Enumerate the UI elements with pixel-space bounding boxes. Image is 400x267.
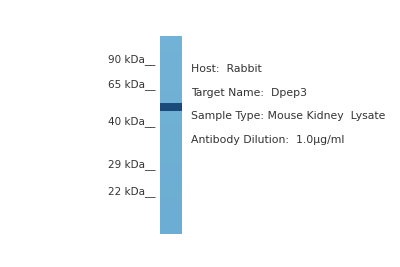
Text: Sample Type: Mouse Kidney  Lysate: Sample Type: Mouse Kidney Lysate bbox=[191, 111, 386, 121]
Bar bbox=[160, 36, 182, 234]
Text: Antibody Dilution:  1.0µg/ml: Antibody Dilution: 1.0µg/ml bbox=[191, 135, 344, 145]
Text: Target Name:  Dpep3: Target Name: Dpep3 bbox=[191, 88, 307, 98]
Text: Host:  Rabbit: Host: Rabbit bbox=[191, 64, 262, 74]
Text: 29 kDa__: 29 kDa__ bbox=[108, 159, 155, 170]
Text: 65 kDa__: 65 kDa__ bbox=[108, 79, 155, 90]
Text: 22 kDa__: 22 kDa__ bbox=[108, 186, 155, 197]
Bar bbox=[160, 103, 182, 111]
Text: 90 kDa__: 90 kDa__ bbox=[108, 54, 155, 65]
Text: 40 kDa__: 40 kDa__ bbox=[108, 116, 155, 127]
